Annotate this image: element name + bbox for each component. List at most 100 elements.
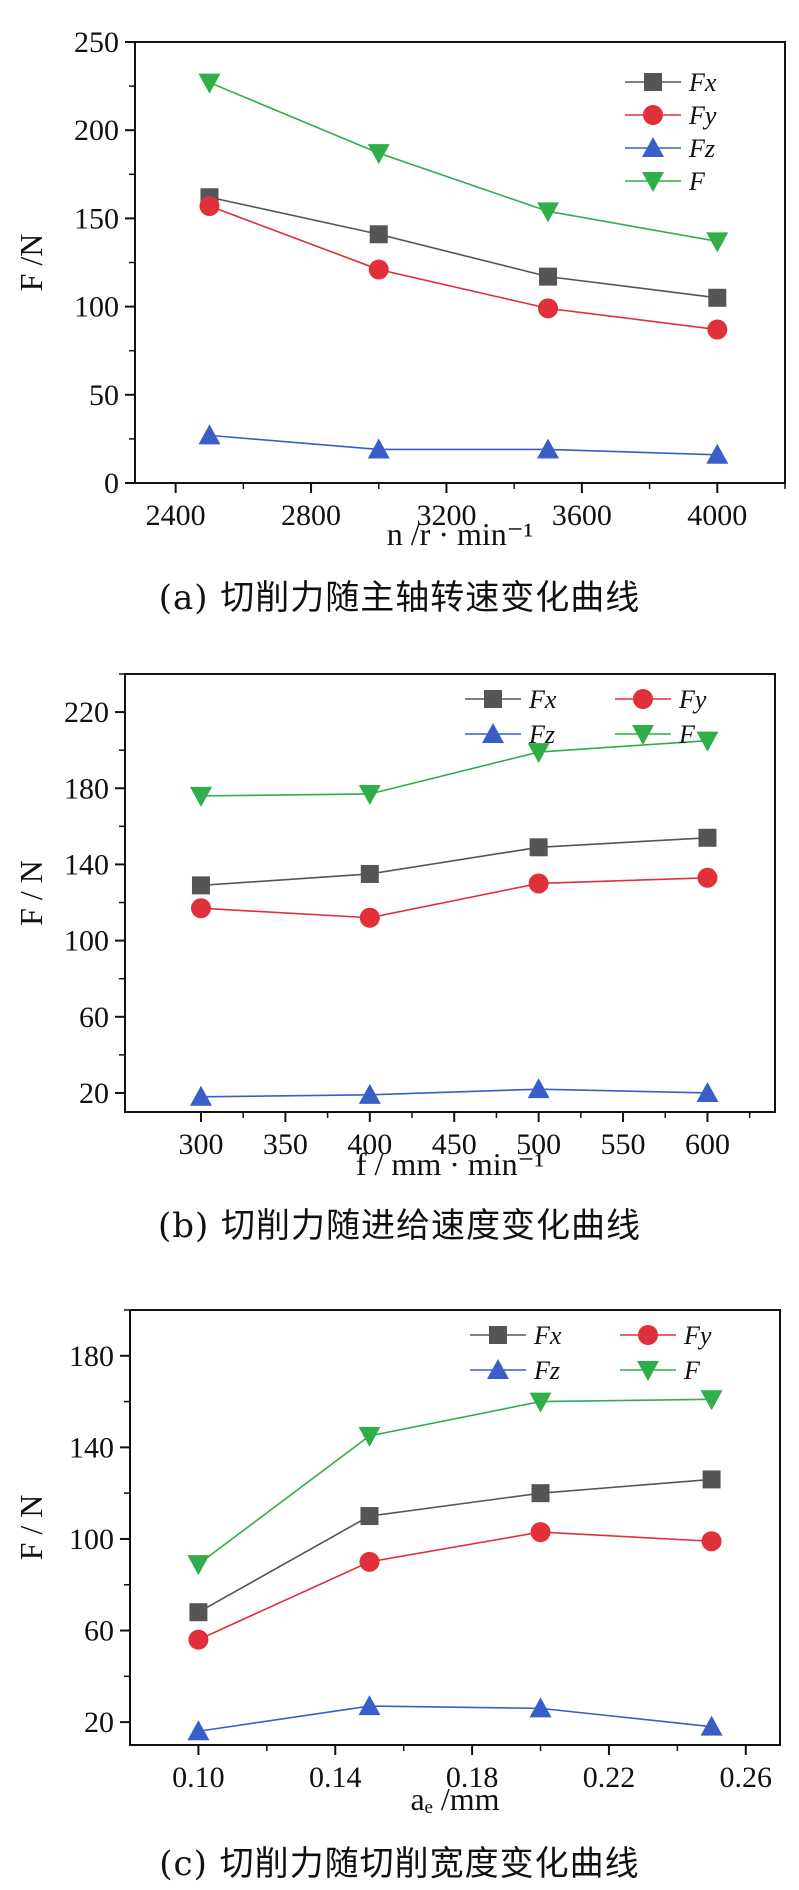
chart-b-series-fy-line (200, 876, 708, 919)
chart-b-point-f (696, 731, 719, 752)
chart-b-legend: Fx Fy Fz F (465, 685, 707, 749)
chart-a-ytick-label: 50 (89, 379, 119, 412)
chart-b-point-f (358, 784, 381, 805)
chart-a-point-f (706, 232, 729, 253)
chart-a-series-fz-line (209, 434, 718, 456)
chart-c-ytick-label: 60 (84, 1615, 114, 1648)
chart-c-xtick-label: 0.18 (446, 1761, 499, 1794)
chart-c-xtick-label: 0.10 (172, 1761, 225, 1794)
chart-b-point-fy (359, 907, 380, 928)
chart-c-xtick-label: 0.14 (309, 1761, 362, 1794)
chart-a-legend-marker-fz (642, 137, 664, 157)
chart-c-svg: 0.10 0.14 0.18 0.22 0.26 20 60 100 140 180 aₑ /mm F… (13, 1309, 781, 1817)
chart-a-ylabel: F /N (13, 234, 49, 292)
chart-a-xtick-label: 2800 (281, 499, 341, 532)
chart-a-legend-label-fz: Fz (688, 134, 715, 163)
chart-c-point-fy (701, 1531, 722, 1552)
chart-a-point-fy (199, 196, 220, 217)
chart-b-point-fz (189, 1085, 212, 1106)
chart-c-legend-label-fz: Fz (533, 1356, 560, 1385)
chart-b-ytick-label: 220 (64, 696, 109, 729)
chart-c-point-fy (188, 1629, 209, 1650)
chart-b-svg: 300 350 400 450 500 550 600 20 60 100 140 180 220 f /… (13, 673, 776, 1182)
chart-a-point-fz (537, 438, 560, 459)
chart-b-xtick-label: 400 (347, 1128, 392, 1161)
chart-c-legend-marker-fy (638, 1325, 658, 1345)
chart-a-legend: Fx Fy Fz F (625, 68, 717, 196)
chart-c-legend-marker-fz (487, 1359, 509, 1379)
chart-c-frame (129, 1309, 781, 1746)
chart-c-legend-label-fy: Fy (683, 1321, 712, 1350)
chart-c-point-fz (358, 1695, 381, 1716)
chart-b-point-fz (358, 1083, 381, 1104)
chart-b-point-fy (528, 873, 549, 894)
chart-b-xtick-label: 350 (263, 1128, 308, 1161)
chart-a-point-fz (706, 443, 729, 464)
chart-a-ytick-label: 250 (74, 26, 119, 59)
chart-c-point-fz (187, 1720, 210, 1741)
chart-a-point-fx (708, 288, 727, 307)
chart-c-point-fx (189, 1603, 208, 1622)
chart-a-xtick-label: 3600 (552, 499, 612, 532)
chart-b-series-fz-line (200, 1088, 708, 1098)
chart-b-legend-marker-fz (482, 723, 504, 743)
chart-b-legend-marker-fy (633, 689, 653, 709)
chart-a-point-f (367, 144, 390, 165)
chart-c-caption: (c) 切削力随切削宽度变化曲线 (159, 1844, 640, 1884)
chart-panel-b: 300 350 400 450 500 550 600 20 60 100 140 180 220 f /… (0, 640, 799, 1250)
chart-b-series-fx-line (200, 836, 708, 887)
chart-b-xtick-label: 450 (432, 1128, 477, 1161)
chart-b-point-f (189, 786, 212, 807)
chart-a-caption: (a) 切削力随主轴转速变化曲线 (158, 578, 641, 618)
chart-c-point-f (187, 1555, 210, 1576)
chart-a-xlabel: n /r · min⁻¹ (387, 516, 533, 552)
chart-b-legend-marker-f (632, 725, 654, 745)
chart-c-series-fx-line (198, 1478, 712, 1613)
chart-a-xtick-label: 4000 (687, 499, 747, 532)
chart-b-xtick-label: 600 (685, 1128, 730, 1161)
chart-c-xtick-label: 0.26 (720, 1761, 773, 1794)
chart-c-legend-marker-f (637, 1361, 659, 1381)
chart-c-legend: Fx Fy Fz F (470, 1321, 712, 1385)
chart-a-legend-marker-f (642, 172, 664, 192)
chart-a-frame (134, 41, 786, 484)
chart-c-point-fx (360, 1507, 379, 1526)
chart-a-ytick-label: 200 (74, 114, 119, 147)
chart-b-point-fy (697, 867, 718, 888)
chart-a-series-f-line (209, 81, 718, 243)
chart-b-xtick-label: 550 (601, 1128, 646, 1161)
chart-a-xtick-label: 2400 (146, 499, 206, 532)
chart-b-legend-label-f: F (678, 720, 696, 749)
chart-a-ytick-label: 0 (104, 467, 119, 500)
chart-c-legend-label-fx: Fx (533, 1321, 562, 1350)
chart-c-ytick-label: 20 (84, 1706, 114, 1739)
chart-a-point-fy (707, 319, 728, 340)
chart-b-xlabel: f / mm · min⁻¹ (356, 1146, 544, 1182)
chart-a-ytick-label: 100 (74, 291, 119, 324)
chart-c-series-f-line (197, 1398, 712, 1565)
chart-c-point-fz (700, 1715, 723, 1736)
chart-b-point-fx (529, 838, 548, 857)
chart-c-point-fz (529, 1697, 552, 1718)
chart-a-point-fz (367, 438, 390, 459)
chart-b-legend-label-fz: Fz (528, 720, 555, 749)
chart-a-point-f (537, 202, 560, 223)
chart-b-legend-marker-fx (484, 690, 502, 708)
chart-a-series-fy-line (209, 205, 718, 331)
chart-c-ytick-label: 140 (69, 1431, 114, 1464)
chart-a-legend-label-fx: Fx (688, 68, 717, 97)
chart-a-point-fy (368, 259, 389, 280)
chart-b-series-f-line (200, 739, 708, 797)
chart-c-point-fx (702, 1470, 721, 1489)
chart-a-series-fx-line (209, 196, 718, 299)
chart-b-point-fx (698, 828, 717, 847)
chart-a-point-fy (538, 298, 559, 319)
chart-a-point-fz (198, 424, 221, 445)
chart-a-point-fx (539, 267, 558, 286)
chart-c-point-fy (530, 1522, 551, 1543)
chart-b-ytick-label: 140 (64, 848, 109, 881)
chart-b-xtick-label: 500 (516, 1128, 561, 1161)
chart-b-point-fy (190, 898, 211, 919)
chart-b-ylabel: F / N (13, 860, 49, 926)
chart-b-point-fx (191, 876, 210, 895)
